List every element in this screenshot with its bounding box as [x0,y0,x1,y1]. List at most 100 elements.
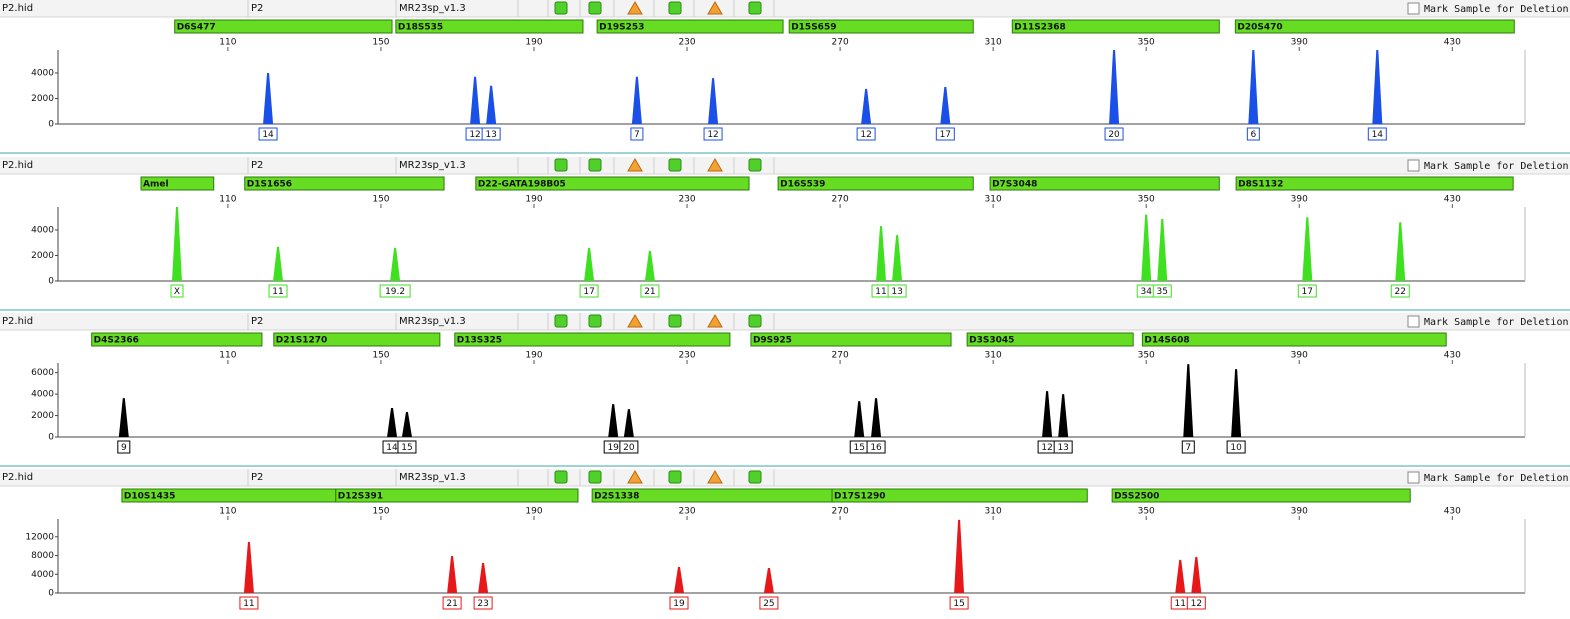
allele-label: 14 [262,130,274,140]
peak [584,247,595,281]
panel-name: MR23sp_v1.3 [399,316,466,327]
x-tick-label: 110 [219,351,236,361]
peak [1042,391,1053,437]
peak [486,85,497,124]
allele-box [949,596,969,610]
allele-label: 11 [1175,599,1186,609]
delete-checkbox[interactable] [1407,159,1420,172]
delete-checkbox[interactable] [1407,315,1420,328]
marker-name: D6S477 [177,23,216,33]
status-icon[interactable] [748,1,762,15]
allele-box [170,284,184,298]
marker-bin [750,332,952,347]
allele-box [268,284,288,298]
marker-bin [1234,19,1515,34]
sample-name: P2 [251,316,263,327]
x-tick-label: 430 [1444,195,1461,205]
allele-box [856,127,876,141]
status-icon[interactable] [588,470,602,484]
warning-icon[interactable] [707,1,723,15]
peak [171,207,182,281]
marker-name: D5S2500 [1114,492,1159,502]
file-name: P2.hid [2,3,33,14]
marker-name: D4S2366 [94,336,139,346]
status-icon[interactable] [554,314,568,328]
panel-name: MR23sp_v1.3 [399,160,466,171]
x-tick-label: 310 [985,38,1002,48]
warning-icon[interactable] [707,314,723,328]
header-row [0,313,1570,330]
status-icon[interactable] [748,470,762,484]
delete-checkbox[interactable] [1407,471,1420,484]
x-tick-label: 110 [219,507,236,517]
status-icon[interactable] [748,158,762,172]
allele-label: 13 [1057,443,1068,453]
peak [1141,214,1152,281]
allele-label: 23 [477,599,488,609]
marker-name: D22-GATA198B05 [478,180,566,190]
peak [1231,369,1242,437]
warning-icon[interactable] [627,158,643,172]
allele-box [1053,440,1073,454]
allele-label: 7 [1185,443,1191,453]
allele-label: 10 [1230,443,1242,453]
status-icon[interactable] [554,158,568,172]
marker-name: D9S925 [753,336,792,346]
x-tick-label: 390 [1291,351,1308,361]
marker-bin [966,332,1134,347]
allele-box [442,596,462,610]
allele-label: 11 [243,599,254,609]
marker-bin [831,488,1088,503]
y-tick-label: 2000 [31,251,54,261]
marker-bin [1141,332,1447,347]
peak [478,563,489,593]
warning-icon[interactable] [707,158,723,172]
peak [1157,218,1168,281]
allele-label: 13 [485,130,496,140]
marker-bin [989,176,1220,191]
peak [674,566,685,593]
status-icon[interactable] [668,470,682,484]
allele-label: 34 [1140,287,1152,297]
allele-label: 15 [401,443,412,453]
marker-bin [174,19,393,34]
marker-bin [140,176,215,191]
peak [387,408,398,437]
status-icon[interactable] [748,314,762,328]
allele-label: 21 [644,287,655,297]
allele-label: 14 [386,443,398,453]
file-name: P2.hid [2,160,33,171]
status-icon[interactable] [554,470,568,484]
status-icon[interactable] [668,158,682,172]
x-tick-label: 150 [372,351,389,361]
allele-label: 22 [1395,287,1406,297]
peak [1248,50,1259,124]
status-icon[interactable] [588,1,602,15]
x-tick-label: 190 [525,351,542,361]
status-icon[interactable] [668,1,682,15]
warning-icon[interactable] [627,314,643,328]
peak [118,398,129,437]
y-tick-label: 0 [48,120,54,130]
x-tick-label: 270 [832,351,849,361]
status-icon[interactable] [588,158,602,172]
peak [401,412,412,437]
sample-name: P2 [251,3,263,14]
checkbox-label: Mark Sample for Deletion [1424,161,1569,172]
allele-label: 12 [1041,443,1052,453]
warning-icon[interactable] [627,470,643,484]
peak [763,567,774,593]
status-icon[interactable] [588,314,602,328]
status-icon[interactable] [668,314,682,328]
allele-box [1152,284,1172,298]
header-row [0,469,1570,486]
checkbox-label: Mark Sample for Deletion [1424,473,1569,484]
status-icon[interactable] [554,1,568,15]
warning-icon[interactable] [707,470,723,484]
marker-name: D21S1270 [276,336,328,346]
marker-bin [1011,19,1220,34]
warning-icon[interactable] [627,1,643,15]
allele-box [397,440,417,454]
x-tick-label: 190 [525,38,542,48]
delete-checkbox[interactable] [1407,2,1420,15]
